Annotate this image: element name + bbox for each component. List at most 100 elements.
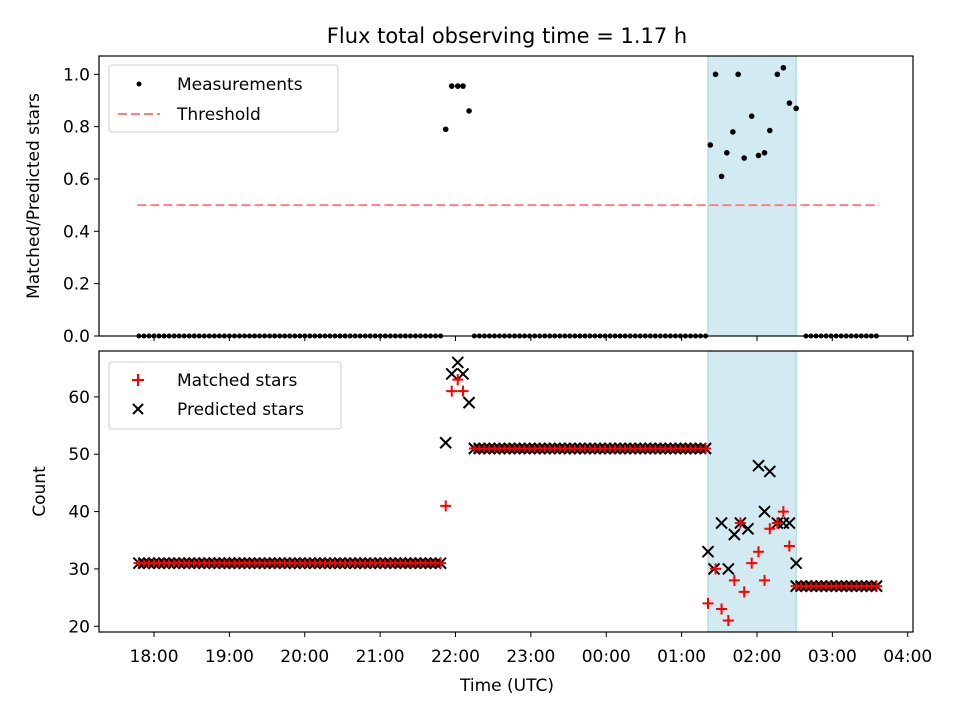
predicted-star-point bbox=[451, 356, 464, 369]
ratio-y-ticks: 0.0 0.2 0.4 0.6 0.8 1.0 bbox=[63, 65, 99, 347]
matched-star-point bbox=[734, 517, 746, 529]
threshold-legend-label: Threshold bbox=[176, 105, 261, 125]
measurement-point bbox=[786, 100, 793, 106]
matched-star-point bbox=[440, 500, 452, 512]
ratio-panel: 0.0 0.2 0.4 0.6 0.8 1.0 Matched/Predicted sta… bbox=[24, 55, 914, 347]
measurement-point bbox=[448, 83, 455, 89]
predicted-star-point bbox=[741, 522, 755, 535]
x-tick-label: 20:00 bbox=[280, 647, 329, 667]
predicted-star-point bbox=[715, 516, 728, 530]
measurement-point bbox=[460, 83, 466, 89]
count-y-tick-label: 20 bbox=[68, 617, 90, 637]
measurement-point bbox=[793, 105, 799, 112]
matched-star-point bbox=[452, 374, 464, 386]
measurement-point bbox=[761, 150, 768, 156]
predicted-star-point bbox=[445, 367, 458, 381]
measurement-point bbox=[741, 155, 747, 161]
predicted-star-point bbox=[783, 516, 796, 530]
ratio-y-tick-label: 0.8 bbox=[63, 118, 90, 138]
matched-star-point bbox=[752, 546, 764, 558]
matched-star-point bbox=[759, 574, 771, 586]
x-tick-label: 00:00 bbox=[582, 647, 631, 667]
predicted-star-point bbox=[763, 465, 777, 478]
predicted-legend-label: Predicted stars bbox=[177, 400, 304, 420]
x-tick-label: 04:00 bbox=[883, 647, 932, 667]
measurement-point bbox=[454, 83, 461, 89]
x-tick-label: 03:00 bbox=[808, 647, 857, 667]
count-axes-frame bbox=[98, 350, 914, 633]
count-y-tick-label: 30 bbox=[68, 560, 90, 580]
measurement-point bbox=[774, 71, 781, 78]
matched-legend-label: Matched stars bbox=[177, 371, 297, 391]
count-y-ticks: 20 30 40 50 60 bbox=[68, 388, 99, 637]
predicted-star-point bbox=[752, 459, 765, 472]
x-tick-label: 21:00 bbox=[356, 647, 405, 667]
predicted-legend-marker bbox=[132, 403, 144, 415]
predicted-star-point bbox=[456, 367, 470, 381]
measurement-point bbox=[755, 152, 762, 159]
matched-star-point bbox=[746, 557, 758, 569]
ratio-y-tick-label: 0.0 bbox=[63, 327, 90, 347]
matched-star-point bbox=[722, 615, 734, 627]
measurement-point bbox=[730, 129, 736, 135]
matched-star-point bbox=[702, 597, 714, 609]
x-tick-label: 22:00 bbox=[431, 647, 480, 667]
measurement-point bbox=[735, 71, 741, 78]
observing-window-shade bbox=[707, 55, 797, 337]
measurement-point bbox=[780, 64, 787, 71]
predicted-star-point bbox=[758, 505, 771, 518]
matched-star-point bbox=[457, 385, 469, 397]
ratio-y-tick-label: 0.6 bbox=[63, 170, 90, 190]
measurement-point bbox=[707, 142, 714, 148]
predicted-star-point bbox=[462, 396, 476, 409]
count-y-tick-label: 60 bbox=[68, 388, 90, 408]
measurement-point bbox=[718, 173, 725, 180]
predicted-star-point bbox=[722, 562, 735, 576]
ratio-y-tick-label: 0.2 bbox=[63, 275, 90, 295]
matched-star-point bbox=[777, 506, 789, 518]
count-panel: 20 30 40 50 60 18:00 19:00 20:00 21:00 22:00 23:0… bbox=[30, 350, 932, 667]
count-y-axis-label: Count bbox=[30, 466, 50, 517]
matched-star-point bbox=[764, 523, 776, 535]
x-tick-label: 23:00 bbox=[506, 647, 555, 667]
matched-star-point bbox=[716, 603, 728, 615]
count-y-tick-label: 40 bbox=[68, 503, 90, 523]
matched-star-point bbox=[738, 586, 750, 598]
matched-star-point bbox=[700, 442, 712, 454]
measurements-legend-label: Measurements bbox=[177, 75, 303, 95]
matched-star-point bbox=[446, 385, 458, 397]
count-y-tick-label: 50 bbox=[68, 445, 90, 465]
measurement-point bbox=[712, 71, 719, 78]
measurement-point bbox=[466, 108, 472, 114]
predicted-star-point bbox=[701, 545, 715, 558]
measurements-legend-marker bbox=[136, 81, 142, 87]
x-tick-label: 01:00 bbox=[657, 647, 706, 667]
matched-star-point bbox=[710, 563, 722, 575]
count-points bbox=[132, 356, 883, 627]
measurement-point bbox=[748, 113, 755, 119]
count-x-ticks: 18:00 19:00 20:00 21:00 22:00 23:00 00:00 01:00… bbox=[130, 632, 932, 667]
chart-title: Flux total observing time = 1.17 h bbox=[327, 24, 687, 48]
predicted-star-point bbox=[789, 556, 803, 570]
x-axis-label: Time (UTC) bbox=[459, 676, 554, 696]
predicted-star-point bbox=[439, 436, 452, 449]
matched-star-point bbox=[728, 574, 740, 586]
matched-star-point bbox=[435, 557, 447, 569]
ratio-x-ticks bbox=[153, 336, 909, 341]
x-tick-label: 18:00 bbox=[130, 647, 179, 667]
ratio-legend: Measurements Threshold bbox=[108, 64, 339, 133]
ratio-y-axis-label: Matched/Predicted stars bbox=[24, 93, 44, 299]
matched-star-point bbox=[771, 517, 783, 529]
measurement-point bbox=[724, 150, 730, 156]
x-tick-label: 02:00 bbox=[732, 647, 781, 667]
ratio-y-tick-label: 1.0 bbox=[63, 65, 90, 85]
measurement-point bbox=[766, 127, 773, 134]
x-tick-label: 19:00 bbox=[205, 647, 254, 667]
ratio-y-tick-label: 0.4 bbox=[63, 222, 90, 242]
observing-window-shade-lower bbox=[707, 350, 797, 633]
measurement-point bbox=[442, 126, 449, 133]
count-legend: Matched stars Predicted stars bbox=[108, 361, 342, 430]
predicted-star-point bbox=[728, 528, 741, 541]
matched-star-point bbox=[871, 580, 883, 592]
